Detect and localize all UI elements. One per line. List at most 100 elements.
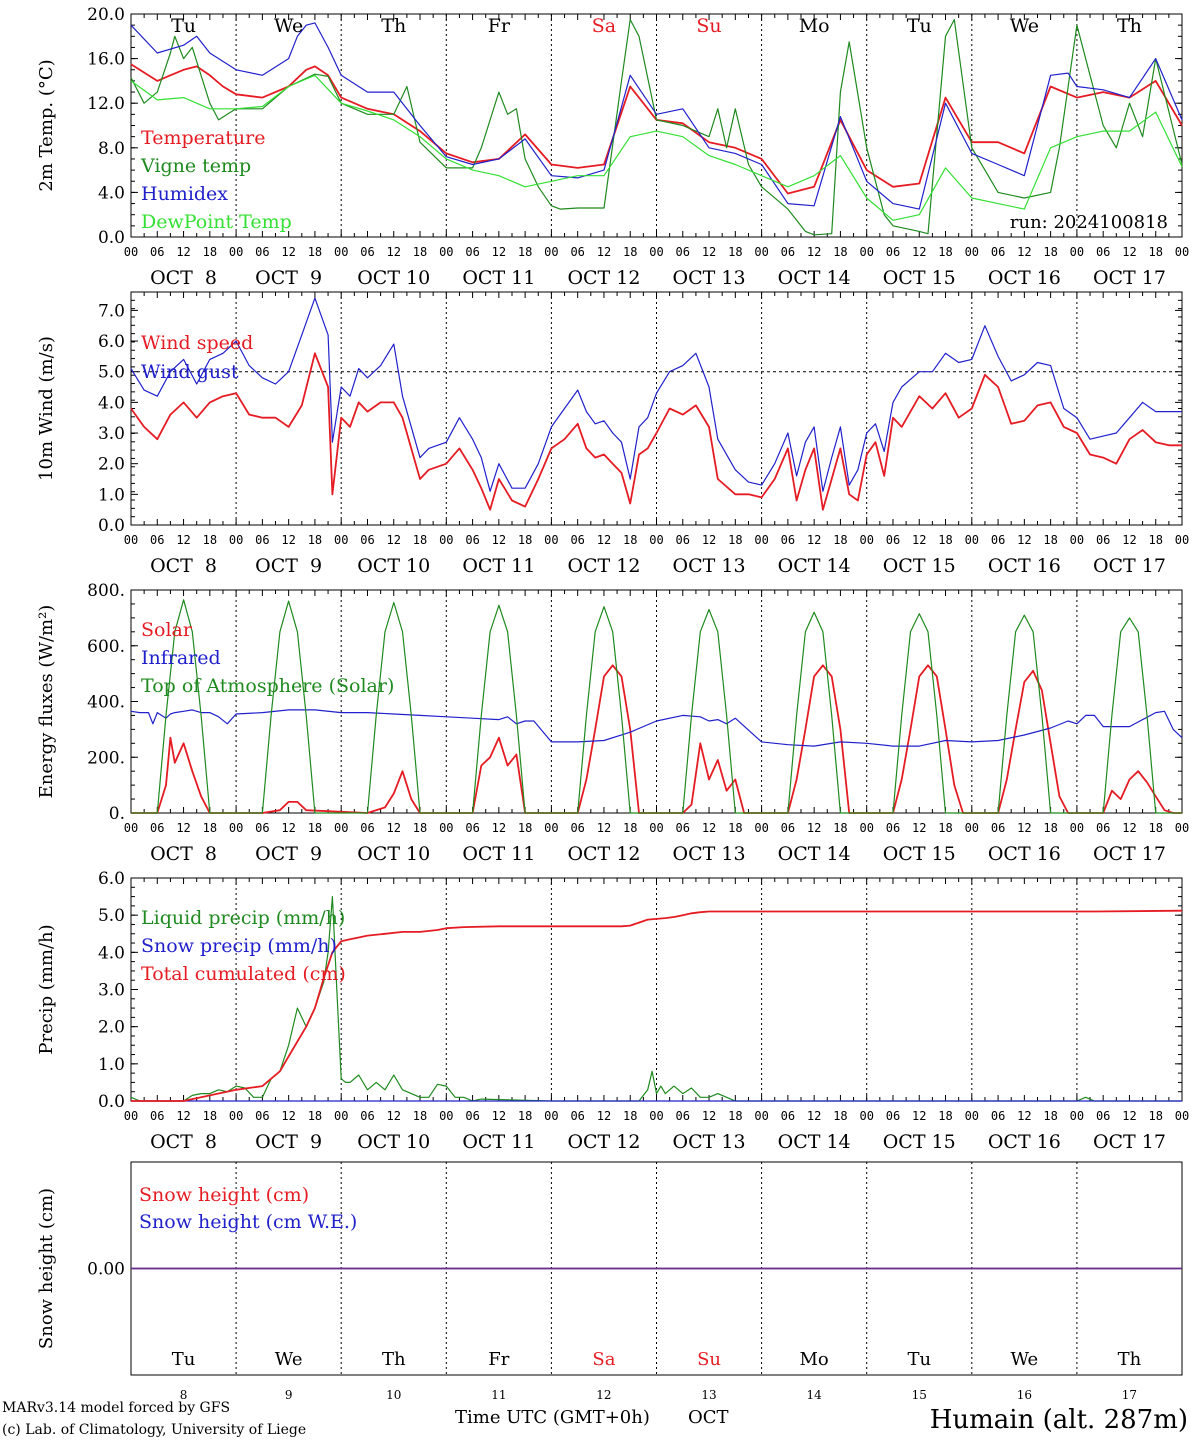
- hour-tick-label: 00: [965, 821, 979, 835]
- hour-tick-label: 00: [124, 1109, 138, 1123]
- day-label: Tu: [171, 15, 196, 37]
- hour-tick-label: 06: [781, 821, 795, 835]
- hour-tick-label: 12: [912, 1109, 926, 1123]
- hour-tick-label: 06: [465, 245, 479, 259]
- date-label: OCT 8: [150, 843, 217, 865]
- hour-tick-label: 12: [281, 533, 295, 547]
- hour-tick-label: 12: [281, 245, 295, 259]
- hour-tick-label: 06: [360, 245, 374, 259]
- panel-3: 00 06 12 18 00 06 12 18 00 06 12 18 00 06 12 18 00 06 12 18…: [36, 581, 1189, 865]
- hour-tick-label: 12: [176, 821, 190, 835]
- date-label: OCT 17: [1093, 843, 1166, 865]
- date-label: OCT 9: [255, 1131, 322, 1153]
- hour-tick-label: 18: [938, 245, 952, 259]
- day-label: Tu: [172, 1349, 196, 1370]
- series-line: [130, 74, 1183, 221]
- hour-tick-label: 18: [728, 821, 742, 835]
- y-tick-label: 0.0: [98, 516, 125, 536]
- y-tick-label: 0.0: [98, 1092, 125, 1112]
- hour-tick-label: 12: [807, 821, 821, 835]
- hour-tick-label: 00: [965, 1109, 979, 1123]
- date-label: OCT 17: [1093, 1131, 1166, 1153]
- x-axis-month: OCT: [688, 1407, 729, 1428]
- hour-tick-label: 12: [281, 1109, 295, 1123]
- hour-tick-label: 06: [991, 1109, 1005, 1123]
- hour-tick-label: 06: [255, 1109, 269, 1123]
- hour-tick-label: 18: [1148, 1109, 1162, 1123]
- hour-tick-label: 00: [965, 533, 979, 547]
- date-label: OCT 14: [778, 1131, 851, 1153]
- date-label: OCT 15: [883, 267, 956, 289]
- panel-4: 00 06 12 18 00 06 12 18 00 06 12 18 00 06 12 18 00 06 12 18…: [36, 869, 1189, 1153]
- legend-entry: Liquid precip (mm/h): [141, 907, 345, 929]
- series-line: [130, 297, 1182, 492]
- day-number-label: 12: [596, 1388, 611, 1402]
- y-tick-label: 0.0: [98, 228, 125, 248]
- hour-tick-label: 12: [1122, 821, 1136, 835]
- day-label: We: [275, 1349, 303, 1370]
- hour-tick-label: 12: [281, 821, 295, 835]
- date-label: OCT 10: [357, 843, 430, 865]
- hour-tick-label: 18: [203, 245, 217, 259]
- hour-tick-label: 12: [492, 533, 506, 547]
- hour-tick-label: 18: [623, 533, 637, 547]
- day-label: Sa: [592, 15, 616, 37]
- run-annotation: run: 2024100818: [1010, 212, 1168, 233]
- hour-tick-label: 12: [1122, 245, 1136, 259]
- hour-tick-label: 18: [308, 1109, 322, 1123]
- legend-entry: Humidex: [141, 183, 228, 205]
- hour-tick-label: 00: [229, 1109, 243, 1123]
- date-label: OCT 10: [357, 555, 430, 577]
- legend-entry: Snow height (cm): [139, 1184, 309, 1206]
- hour-tick-label: 12: [387, 245, 401, 259]
- hour-tick-label: 18: [833, 245, 847, 259]
- hour-tick-label: 18: [728, 533, 742, 547]
- hour-tick-label: 00: [439, 245, 453, 259]
- day-number-label: 13: [701, 1388, 716, 1402]
- hour-tick-label: 12: [176, 533, 190, 547]
- legend-entry: Snow height (cm W.E.): [139, 1211, 357, 1233]
- date-label: OCT 8: [150, 1131, 217, 1153]
- hour-tick-label: 12: [597, 1109, 611, 1123]
- hour-tick-label: 18: [308, 245, 322, 259]
- hour-tick-label: 00: [1175, 821, 1189, 835]
- hour-tick-label: 18: [308, 821, 322, 835]
- y-tick-label: 2.0: [98, 455, 125, 475]
- day-label: Mo: [800, 1349, 829, 1370]
- lab-credit: (c) Lab. of Climatology, University of L…: [2, 1422, 306, 1438]
- date-label: OCT 10: [357, 1131, 430, 1153]
- hour-tick-label: 18: [413, 1109, 427, 1123]
- hour-tick-label: 06: [570, 821, 584, 835]
- day-label: Th: [382, 1349, 406, 1370]
- hour-tick-label: 06: [570, 245, 584, 259]
- date-label: OCT 14: [778, 267, 851, 289]
- series-line: [130, 895, 1182, 1102]
- hour-tick-label: 18: [833, 1109, 847, 1123]
- day-number-label: 15: [912, 1388, 927, 1402]
- date-label: OCT 9: [255, 267, 322, 289]
- y-tick-label: 1.0: [98, 485, 125, 505]
- date-label: OCT 11: [462, 1131, 535, 1153]
- date-label: OCT 8: [150, 267, 217, 289]
- legend-entry: Wind speed: [141, 332, 253, 354]
- hour-tick-label: 06: [781, 533, 795, 547]
- y-axis-label: 2m Temp. (°C): [36, 59, 57, 191]
- day-label: Fr: [488, 15, 511, 37]
- date-label: OCT 9: [255, 555, 322, 577]
- y-tick-label: 4.0: [98, 393, 125, 413]
- series-line: [130, 22, 1183, 210]
- day-number-label: 11: [491, 1388, 506, 1402]
- hour-tick-label: 00: [334, 1109, 348, 1123]
- day-label: Su: [696, 15, 721, 37]
- hour-tick-label: 06: [150, 245, 164, 259]
- hour-tick-label: 00: [229, 245, 243, 259]
- hour-tick-label: 06: [991, 821, 1005, 835]
- hour-tick-label: 18: [1148, 533, 1162, 547]
- hour-tick-label: 00: [439, 821, 453, 835]
- y-tick-label: 5.0: [98, 363, 125, 383]
- y-tick-label: 200.: [87, 748, 125, 768]
- day-label: We: [274, 15, 303, 37]
- hour-tick-label: 06: [991, 245, 1005, 259]
- hour-tick-label: 12: [702, 245, 716, 259]
